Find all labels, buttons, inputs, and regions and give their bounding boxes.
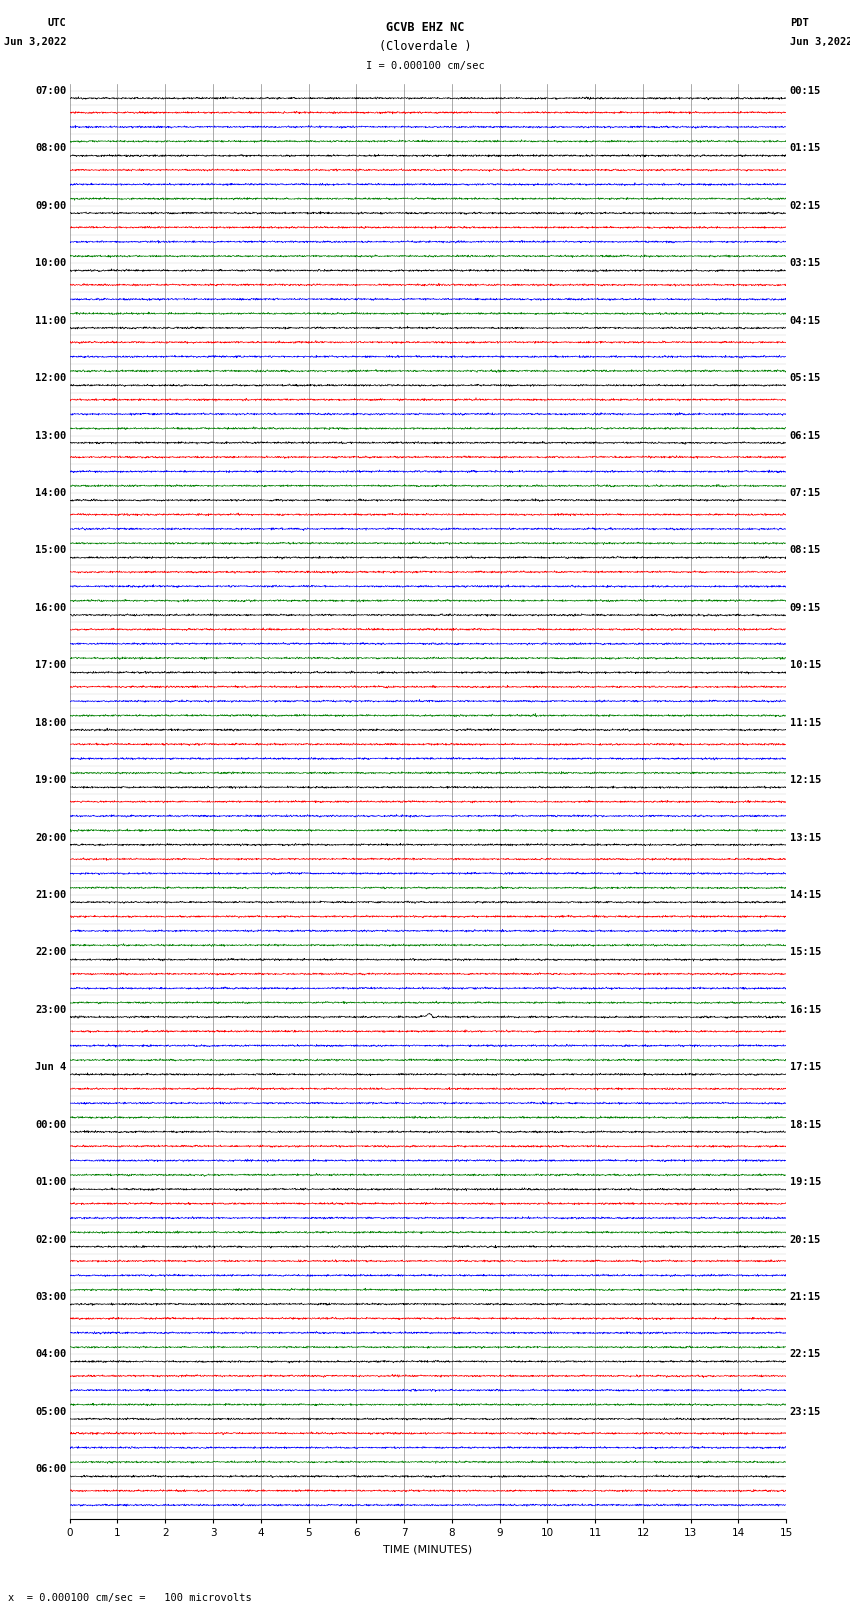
Text: x  = 0.000100 cm/sec =   100 microvolts: x = 0.000100 cm/sec = 100 microvolts (8, 1594, 252, 1603)
Text: 17:15: 17:15 (790, 1063, 821, 1073)
Text: 15:15: 15:15 (790, 947, 821, 958)
Text: 02:15: 02:15 (790, 202, 821, 211)
Text: 18:15: 18:15 (790, 1119, 821, 1129)
Text: 20:15: 20:15 (790, 1234, 821, 1245)
Text: 03:15: 03:15 (790, 258, 821, 268)
Text: 04:00: 04:00 (35, 1350, 66, 1360)
Text: 12:00: 12:00 (35, 373, 66, 384)
Text: Jun 3,2022: Jun 3,2022 (3, 37, 66, 47)
Text: 13:00: 13:00 (35, 431, 66, 440)
Text: I = 0.000100 cm/sec: I = 0.000100 cm/sec (366, 61, 484, 71)
Text: 16:15: 16:15 (790, 1005, 821, 1015)
Text: 00:15: 00:15 (790, 85, 821, 97)
Text: 21:15: 21:15 (790, 1292, 821, 1302)
Text: 22:00: 22:00 (35, 947, 66, 958)
Text: 10:00: 10:00 (35, 258, 66, 268)
Text: 00:00: 00:00 (35, 1119, 66, 1129)
Text: Jun 3,2022: Jun 3,2022 (790, 37, 850, 47)
Text: 01:00: 01:00 (35, 1177, 66, 1187)
Text: 06:00: 06:00 (35, 1465, 66, 1474)
Text: 21:00: 21:00 (35, 890, 66, 900)
Text: 10:15: 10:15 (790, 660, 821, 671)
Text: GCVB EHZ NC: GCVB EHZ NC (386, 21, 464, 34)
Text: 17:00: 17:00 (35, 660, 66, 671)
Text: 15:00: 15:00 (35, 545, 66, 555)
Text: 18:00: 18:00 (35, 718, 66, 727)
Text: UTC: UTC (48, 18, 66, 27)
Text: 23:00: 23:00 (35, 1005, 66, 1015)
Text: 05:00: 05:00 (35, 1407, 66, 1416)
Text: 16:00: 16:00 (35, 603, 66, 613)
Text: 19:15: 19:15 (790, 1177, 821, 1187)
Text: 12:15: 12:15 (790, 776, 821, 786)
Text: 20:00: 20:00 (35, 832, 66, 842)
Text: 07:00: 07:00 (35, 85, 66, 97)
Text: 03:00: 03:00 (35, 1292, 66, 1302)
Text: 09:15: 09:15 (790, 603, 821, 613)
Text: 09:00: 09:00 (35, 202, 66, 211)
Text: 05:15: 05:15 (790, 373, 821, 384)
Text: 07:15: 07:15 (790, 489, 821, 498)
Text: 04:15: 04:15 (790, 316, 821, 326)
X-axis label: TIME (MINUTES): TIME (MINUTES) (383, 1544, 473, 1553)
Text: 11:15: 11:15 (790, 718, 821, 727)
Text: 23:15: 23:15 (790, 1407, 821, 1416)
Text: PDT: PDT (790, 18, 808, 27)
Text: 22:15: 22:15 (790, 1350, 821, 1360)
Text: 08:15: 08:15 (790, 545, 821, 555)
Text: (Cloverdale ): (Cloverdale ) (379, 40, 471, 53)
Text: 19:00: 19:00 (35, 776, 66, 786)
Text: 14:00: 14:00 (35, 489, 66, 498)
Text: 11:00: 11:00 (35, 316, 66, 326)
Text: Jun 4: Jun 4 (35, 1063, 66, 1073)
Text: 01:15: 01:15 (790, 144, 821, 153)
Text: 08:00: 08:00 (35, 144, 66, 153)
Text: 06:15: 06:15 (790, 431, 821, 440)
Text: 13:15: 13:15 (790, 832, 821, 842)
Text: 14:15: 14:15 (790, 890, 821, 900)
Text: 02:00: 02:00 (35, 1234, 66, 1245)
